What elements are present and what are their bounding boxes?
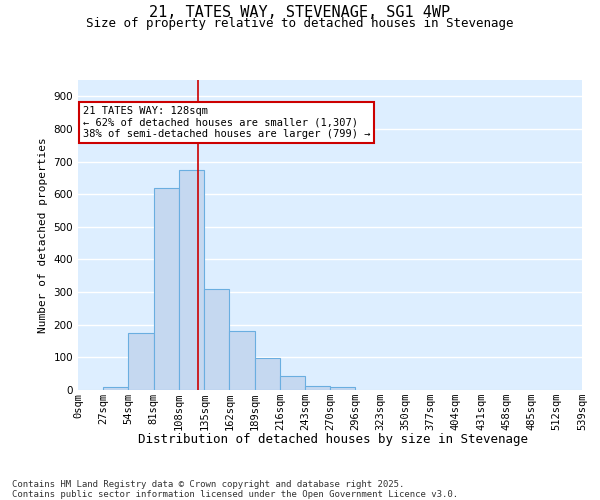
Bar bbox=[280, 376, 305, 390]
Bar bbox=[103, 386, 128, 390]
Bar bbox=[255, 358, 280, 390]
Text: 21, TATES WAY, STEVENAGE, SG1 4WP: 21, TATES WAY, STEVENAGE, SG1 4WP bbox=[149, 5, 451, 20]
Text: Size of property relative to detached houses in Stevenage: Size of property relative to detached ho… bbox=[86, 18, 514, 30]
Text: 21 TATES WAY: 128sqm
← 62% of detached houses are smaller (1,307)
38% of semi-de: 21 TATES WAY: 128sqm ← 62% of detached h… bbox=[83, 106, 370, 140]
Bar bbox=[204, 289, 229, 390]
Text: Contains HM Land Registry data © Crown copyright and database right 2025.
Contai: Contains HM Land Registry data © Crown c… bbox=[12, 480, 458, 499]
Y-axis label: Number of detached properties: Number of detached properties bbox=[38, 137, 48, 333]
Bar bbox=[179, 170, 204, 390]
Bar bbox=[128, 333, 154, 390]
Text: Distribution of detached houses by size in Stevenage: Distribution of detached houses by size … bbox=[138, 432, 528, 446]
Bar bbox=[331, 386, 355, 390]
Bar bbox=[229, 332, 255, 390]
Bar bbox=[154, 188, 179, 390]
Bar bbox=[305, 386, 331, 390]
